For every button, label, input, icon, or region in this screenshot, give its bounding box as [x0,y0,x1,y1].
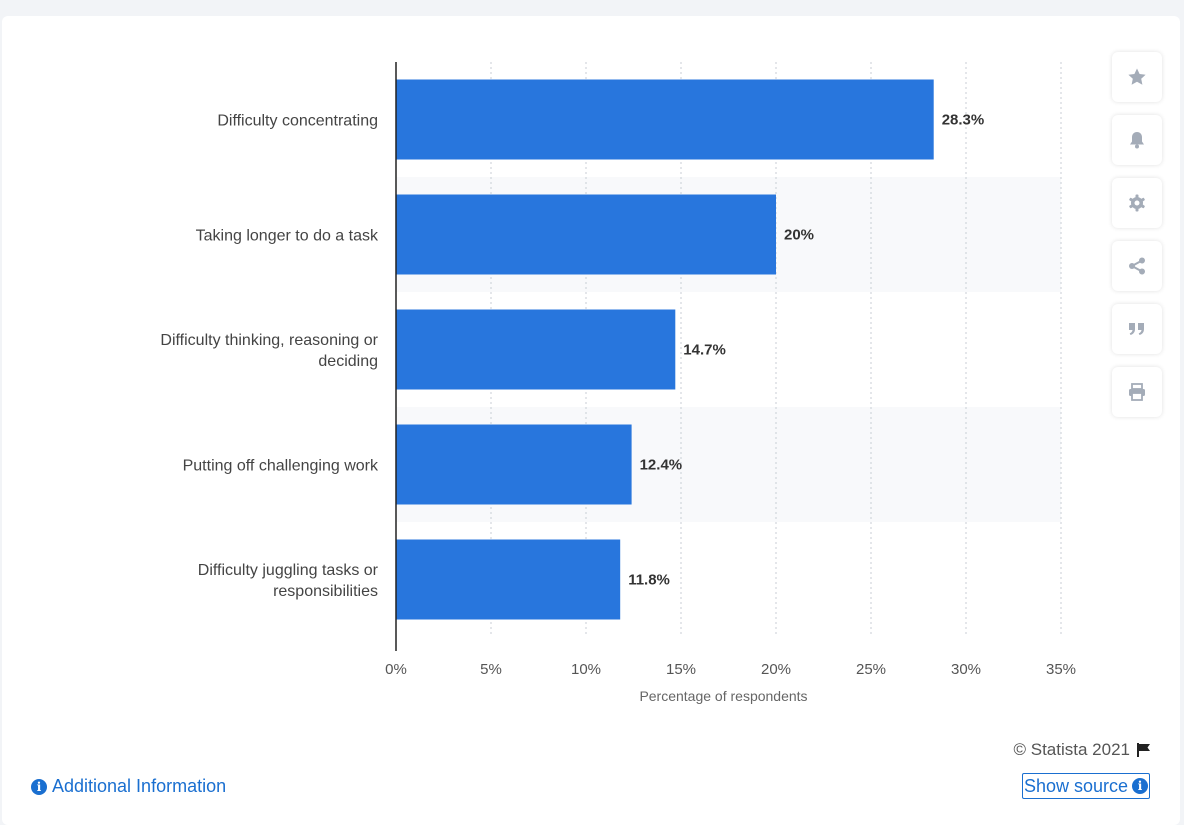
x-tick-label: 25% [856,661,886,678]
category-label: Taking longer to do a task [196,228,379,245]
star-icon [1128,68,1146,85]
credit-text: © Statista 2021 [1013,740,1131,759]
x-tick-label: 35% [1046,661,1076,678]
show-source-label: Show source [1023,775,1129,796]
category-label: Putting off challenging work [183,458,379,475]
info-icon: i [31,778,47,795]
bell-icon [1130,132,1144,149]
x-tick-label: 15% [666,661,696,678]
chart-toolbar [1112,52,1164,430]
data-label: 14.7% [683,342,726,359]
category-label: Difficulty juggling tasks or [198,562,379,579]
data-label: 11.8% [628,572,670,589]
quote-icon [1129,323,1144,335]
print-icon [1129,383,1145,401]
settings-button[interactable] [1112,178,1162,228]
x-tick-label: 0% [385,661,407,678]
print-button[interactable] [1112,367,1162,417]
bar-chart: 28.3% Difficulty concentrating 20% Taking l… [160,62,1076,704]
flag-icon [1137,743,1150,757]
x-tick-label: 20% [761,661,791,678]
data-label: 12.4% [640,457,683,474]
category-label: deciding [318,353,378,370]
x-axis-title: Percentage of respondents [639,688,807,704]
category-label: Difficulty thinking, reasoning or [160,332,378,349]
favorite-button[interactable] [1112,52,1162,102]
notification-button[interactable] [1112,115,1162,165]
category-label: Difficulty concentrating [217,113,378,130]
additional-information-link[interactable]: i Additional Information [31,776,226,797]
bar [396,309,676,390]
additional-information-label: Additional Information [52,776,227,796]
x-tick-label: 5% [480,661,502,678]
x-tick-label: 10% [571,661,601,678]
share-icon [1129,257,1145,275]
bar [396,539,621,620]
bar [396,194,776,275]
info-icon: i [1132,778,1149,794]
cite-button[interactable] [1112,304,1162,354]
data-label: 28.3% [942,112,985,129]
data-label: 20% [784,227,814,244]
gear-icon [1129,194,1145,212]
category-label: responsibilities [273,583,378,600]
x-tick-label: 30% [951,661,981,678]
statista-credit[interactable]: © Statista 2021 [1014,740,1153,760]
bar [396,424,632,505]
show-source-button[interactable]: Show source i [1022,773,1150,799]
share-button[interactable] [1112,241,1162,291]
bar [396,79,934,160]
chart-card: 28.3% Difficulty concentrating 20% Taking l… [2,16,1180,825]
